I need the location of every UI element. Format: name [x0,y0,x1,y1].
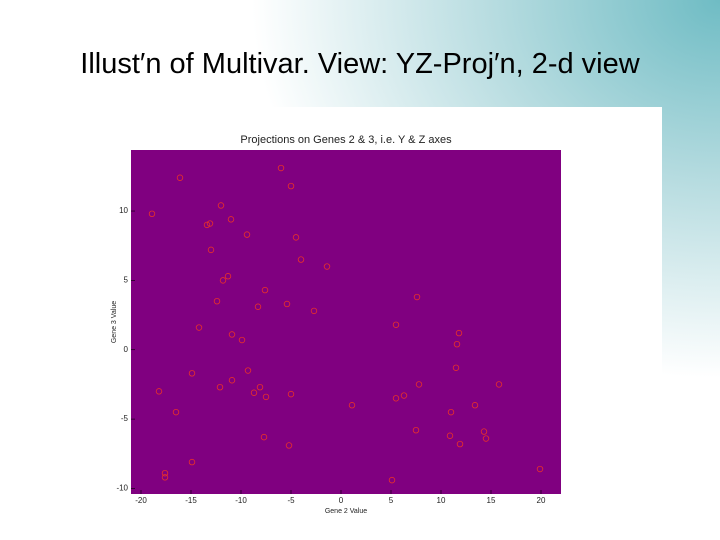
point [148,210,156,218]
point [413,293,421,301]
x-tick-label: 10 [437,496,446,505]
y-tick-label: 0 [124,345,129,354]
point [310,307,318,315]
point [155,388,163,395]
chart-title: Projections on Genes 2 & 3, i.e. Y & Z a… [240,134,452,146]
point [453,340,461,348]
point [471,402,479,409]
point [287,390,295,398]
point [217,202,225,209]
point [207,246,215,254]
point [456,440,464,448]
x-tick-label: 0 [339,496,344,505]
point [188,370,196,377]
point [216,383,224,391]
x-tick-label: 15 [487,496,496,505]
y-axis-label: Gene 3 Value [111,301,118,343]
point [388,476,396,484]
point [244,367,252,374]
point [447,408,455,416]
y-tick-label: -5 [121,414,129,423]
point [536,465,544,473]
point [172,408,180,416]
point [495,381,503,388]
point [400,392,408,399]
point [455,329,463,337]
point [227,216,235,223]
point [250,389,258,396]
point [415,381,423,388]
x-tick-label: 5 [389,496,394,505]
point [206,220,214,227]
point [256,383,264,391]
point [480,428,488,435]
point [348,402,356,409]
x-axis-label: Gene 2 Value [325,508,367,515]
point [446,432,454,439]
point [254,303,262,310]
point [297,256,305,263]
y-tick-label: 10 [119,206,128,215]
point [219,277,227,284]
point [243,231,251,238]
point [224,273,232,280]
y-tick-label: -10 [116,484,128,493]
point [323,263,331,270]
slide-title: Illust′n of Multivar. View: YZ-Proj′n, 2… [80,48,640,80]
point [482,435,490,442]
point [285,442,293,449]
point [412,426,420,434]
plot-area [131,150,561,494]
x-tick-label: 20 [537,496,546,505]
point [176,174,184,181]
point [283,300,291,308]
x-tick-label: -15 [185,496,197,505]
point [161,474,169,481]
point [292,234,300,241]
point [277,164,285,172]
point [213,297,221,305]
point [260,433,268,441]
point [238,336,246,344]
point [228,377,236,384]
y-tick-label: 5 [124,275,129,284]
point [261,286,269,294]
point [392,321,400,328]
point [188,458,196,466]
point [452,364,460,371]
x-tick-label: -5 [287,496,295,505]
x-tick-label: -20 [135,496,147,505]
point [228,331,236,338]
point [287,182,295,190]
point [392,395,400,402]
x-tick-label: -10 [235,496,247,505]
point [195,324,203,331]
point [262,393,270,401]
point [203,221,211,229]
point [161,469,169,477]
